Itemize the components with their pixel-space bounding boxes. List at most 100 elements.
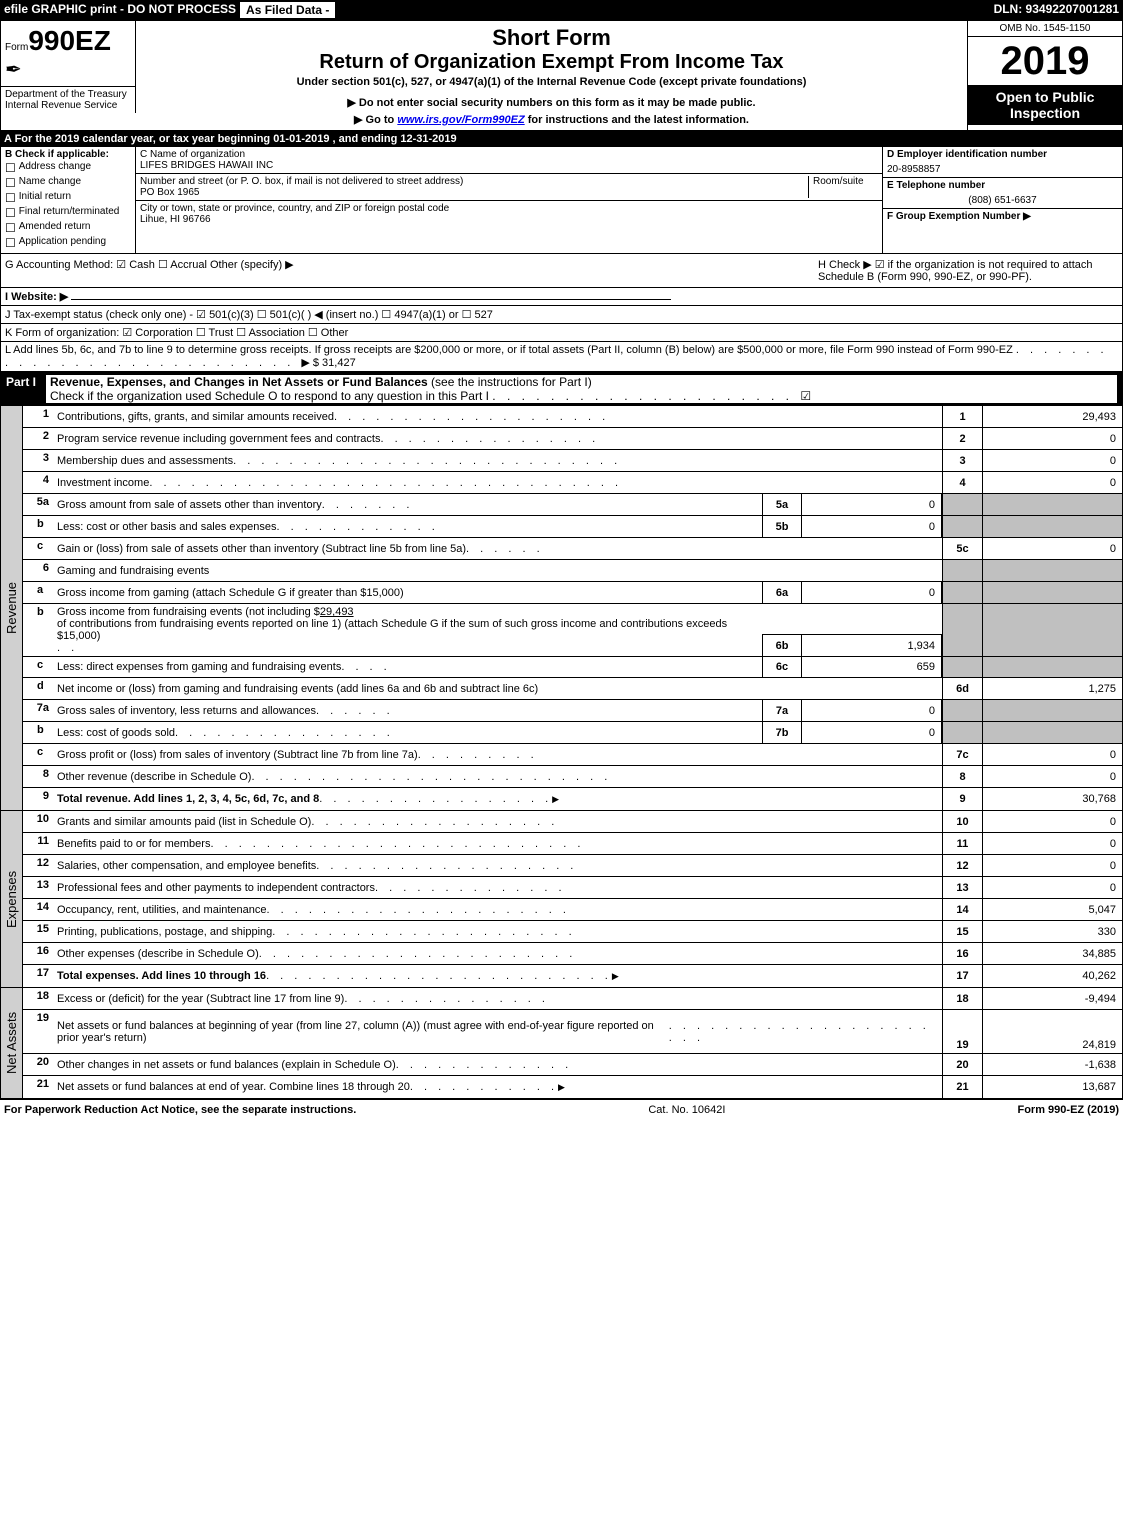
line-15: 15Printing, publications, postage, and s… <box>23 921 1122 943</box>
footer-left: For Paperwork Reduction Act Notice, see … <box>4 1104 356 1116</box>
line-1: 1Contributions, gifts, grants, and simil… <box>23 406 1122 428</box>
row-i: I Website: ▶ <box>0 288 1123 306</box>
val-3: 0 <box>982 450 1122 471</box>
title-link-post: for instructions and the latest informat… <box>525 114 749 126</box>
val-6c: 659 <box>802 657 942 677</box>
val-14: 5,047 <box>982 899 1122 920</box>
part1-header: Part I Revenue, Expenses, and Changes in… <box>0 372 1123 406</box>
line-5b: bLess: cost or other basis and sales exp… <box>23 516 1122 538</box>
dept-box: Department of the Treasury Internal Reve… <box>1 86 136 113</box>
line-7b: bLess: cost of goods sold . . . . . . . … <box>23 722 1122 744</box>
title-warn: ▶ Do not enter social security numbers o… <box>144 96 959 109</box>
efile-notice: efile GRAPHIC print - DO NOT PROCESS <box>4 2 236 18</box>
dln: DLN: 93492207001281 <box>994 2 1119 18</box>
check-name-change[interactable] <box>5 176 16 190</box>
line-19: 19Net assets or fund balances at beginni… <box>23 1010 1122 1054</box>
phone-val: (808) 651-6637 <box>887 195 1118 206</box>
title-link[interactable]: www.irs.gov/Form990EZ <box>397 114 524 126</box>
part1-sub: (see the instructions for Part I) <box>428 375 592 389</box>
form-id-box: Form990EZ ✒ <box>1 21 136 86</box>
col-b: B Check if applicable: Address change Na… <box>1 147 136 253</box>
val-15: 330 <box>982 921 1122 942</box>
footer-right: Form 990-EZ (2019) <box>1017 1104 1119 1116</box>
val-19: 24,819 <box>982 1010 1122 1053</box>
val-2: 0 <box>982 428 1122 449</box>
val-10: 0 <box>982 811 1122 832</box>
line-5a: 5aGross amount from sale of assets other… <box>23 494 1122 516</box>
accounting-method: G Accounting Method: ☑ Cash ☐ Accrual Ot… <box>5 258 818 283</box>
row-l: L Add lines 5b, 6c, and 7b to line 9 to … <box>0 342 1123 372</box>
part1-title: Revenue, Expenses, and Changes in Net As… <box>50 375 428 389</box>
title-sub: Under section 501(c), 527, or 4947(a)(1)… <box>144 76 959 88</box>
line-9: 9Total revenue. Add lines 1, 2, 3, 4, 5c… <box>23 788 1122 810</box>
side-revenue: Revenue <box>1 406 23 810</box>
label-org-name: C Name of organization <box>140 149 878 160</box>
cb-pending: Application pending <box>19 236 106 250</box>
row-g: G Accounting Method: ☑ Cash ☐ Accrual Ot… <box>0 254 1123 288</box>
org-name: LIFES BRIDGES HAWAII INC <box>140 160 878 171</box>
check-pending[interactable] <box>5 236 16 250</box>
label-phone: E Telephone number <box>887 180 1118 191</box>
form-number: 990EZ <box>28 25 111 56</box>
part1-label: Part I <box>6 375 46 403</box>
line-8: 8Other revenue (describe in Schedule O) … <box>23 766 1122 788</box>
line-7a: 7aGross sales of inventory, less returns… <box>23 700 1122 722</box>
title-main: Return of Organization Exempt From Incom… <box>144 51 959 74</box>
val-5a: 0 <box>802 494 942 515</box>
val-6b: 1,934 <box>802 634 942 656</box>
year-box: OMB No. 1545-1150 2019 Open to Public In… <box>967 21 1122 130</box>
dots-p1: . . . . . . . . . . . . . . . . . . . . … <box>492 389 800 403</box>
label-city: City or town, state or province, country… <box>140 203 878 214</box>
label-ein: D Employer identification number <box>887 149 1118 160</box>
label-addr: Number and street (or P. O. box, if mail… <box>140 176 808 187</box>
website-label: I Website: ▶ <box>5 291 68 303</box>
val-20: -1,638 <box>982 1054 1122 1075</box>
cb-address: Address change <box>19 161 91 175</box>
revenue-section: Revenue 1Contributions, gifts, grants, a… <box>0 406 1123 811</box>
line-12: 12Salaries, other compensation, and empl… <box>23 855 1122 877</box>
line-3: 3Membership dues and assessments . . . .… <box>23 450 1122 472</box>
title-short: Short Form <box>144 25 959 51</box>
val-9: 30,768 <box>982 788 1122 810</box>
part1-desc: Revenue, Expenses, and Changes in Net As… <box>46 375 1117 403</box>
line-21: 21Net assets or fund balances at end of … <box>23 1076 1122 1098</box>
row-j: J Tax-exempt status (check only one) - ☑… <box>0 306 1123 324</box>
check-address-change[interactable] <box>5 161 16 175</box>
line-20: 20Other changes in net assets or fund ba… <box>23 1054 1122 1076</box>
line-6d: dNet income or (loss) from gaming and fu… <box>23 678 1122 700</box>
cb-amended: Amended return <box>19 221 91 235</box>
val-11: 0 <box>982 833 1122 854</box>
check-initial-return[interactable] <box>5 191 16 205</box>
val-18: -9,494 <box>982 988 1122 1009</box>
part1-check-val[interactable]: ☑ <box>800 389 811 403</box>
expenses-section: Expenses 10Grants and similar amounts pa… <box>0 811 1123 988</box>
header-bar: efile GRAPHIC print - DO NOT PROCESS As … <box>0 0 1123 20</box>
val-7c: 0 <box>982 744 1122 765</box>
title-link-pre: ▶ Go to <box>354 114 397 126</box>
label-group-exempt: F Group Exemption Number ▶ <box>887 211 1118 222</box>
val-5b: 0 <box>802 516 942 537</box>
check-amended[interactable] <box>5 221 16 235</box>
row-l-val: ▶ $ 31,427 <box>301 357 355 369</box>
title-box: Short Form Return of Organization Exempt… <box>136 21 967 130</box>
val-8: 0 <box>982 766 1122 787</box>
omb-number: OMB No. 1545-1150 <box>968 21 1122 37</box>
val-4: 0 <box>982 472 1122 493</box>
top-section: Form990EZ ✒ Department of the Treasury I… <box>0 20 1123 131</box>
irs-label: Internal Revenue Service <box>5 100 131 111</box>
line-11: 11Benefits paid to or for members . . . … <box>23 833 1122 855</box>
cb-initial: Initial return <box>19 191 71 205</box>
val-6d: 1,275 <box>982 678 1122 699</box>
open-public-badge: Open to Public Inspection <box>968 85 1122 125</box>
val-16: 34,885 <box>982 943 1122 964</box>
val-1: 29,493 <box>982 406 1122 427</box>
cb-final: Final return/terminated <box>19 206 120 220</box>
row-l-text: L Add lines 5b, 6c, and 7b to line 9 to … <box>5 344 1013 356</box>
org-addr: PO Box 1965 <box>140 187 808 198</box>
check-final-return[interactable] <box>5 206 16 220</box>
val-6a: 0 <box>802 582 942 603</box>
as-filed-box: As Filed Data - <box>240 2 335 18</box>
title-link-row: ▶ Go to www.irs.gov/Form990EZ for instru… <box>144 113 959 126</box>
footer-mid: Cat. No. 10642I <box>648 1104 725 1116</box>
dept-treasury: Department of the Treasury <box>5 89 131 100</box>
